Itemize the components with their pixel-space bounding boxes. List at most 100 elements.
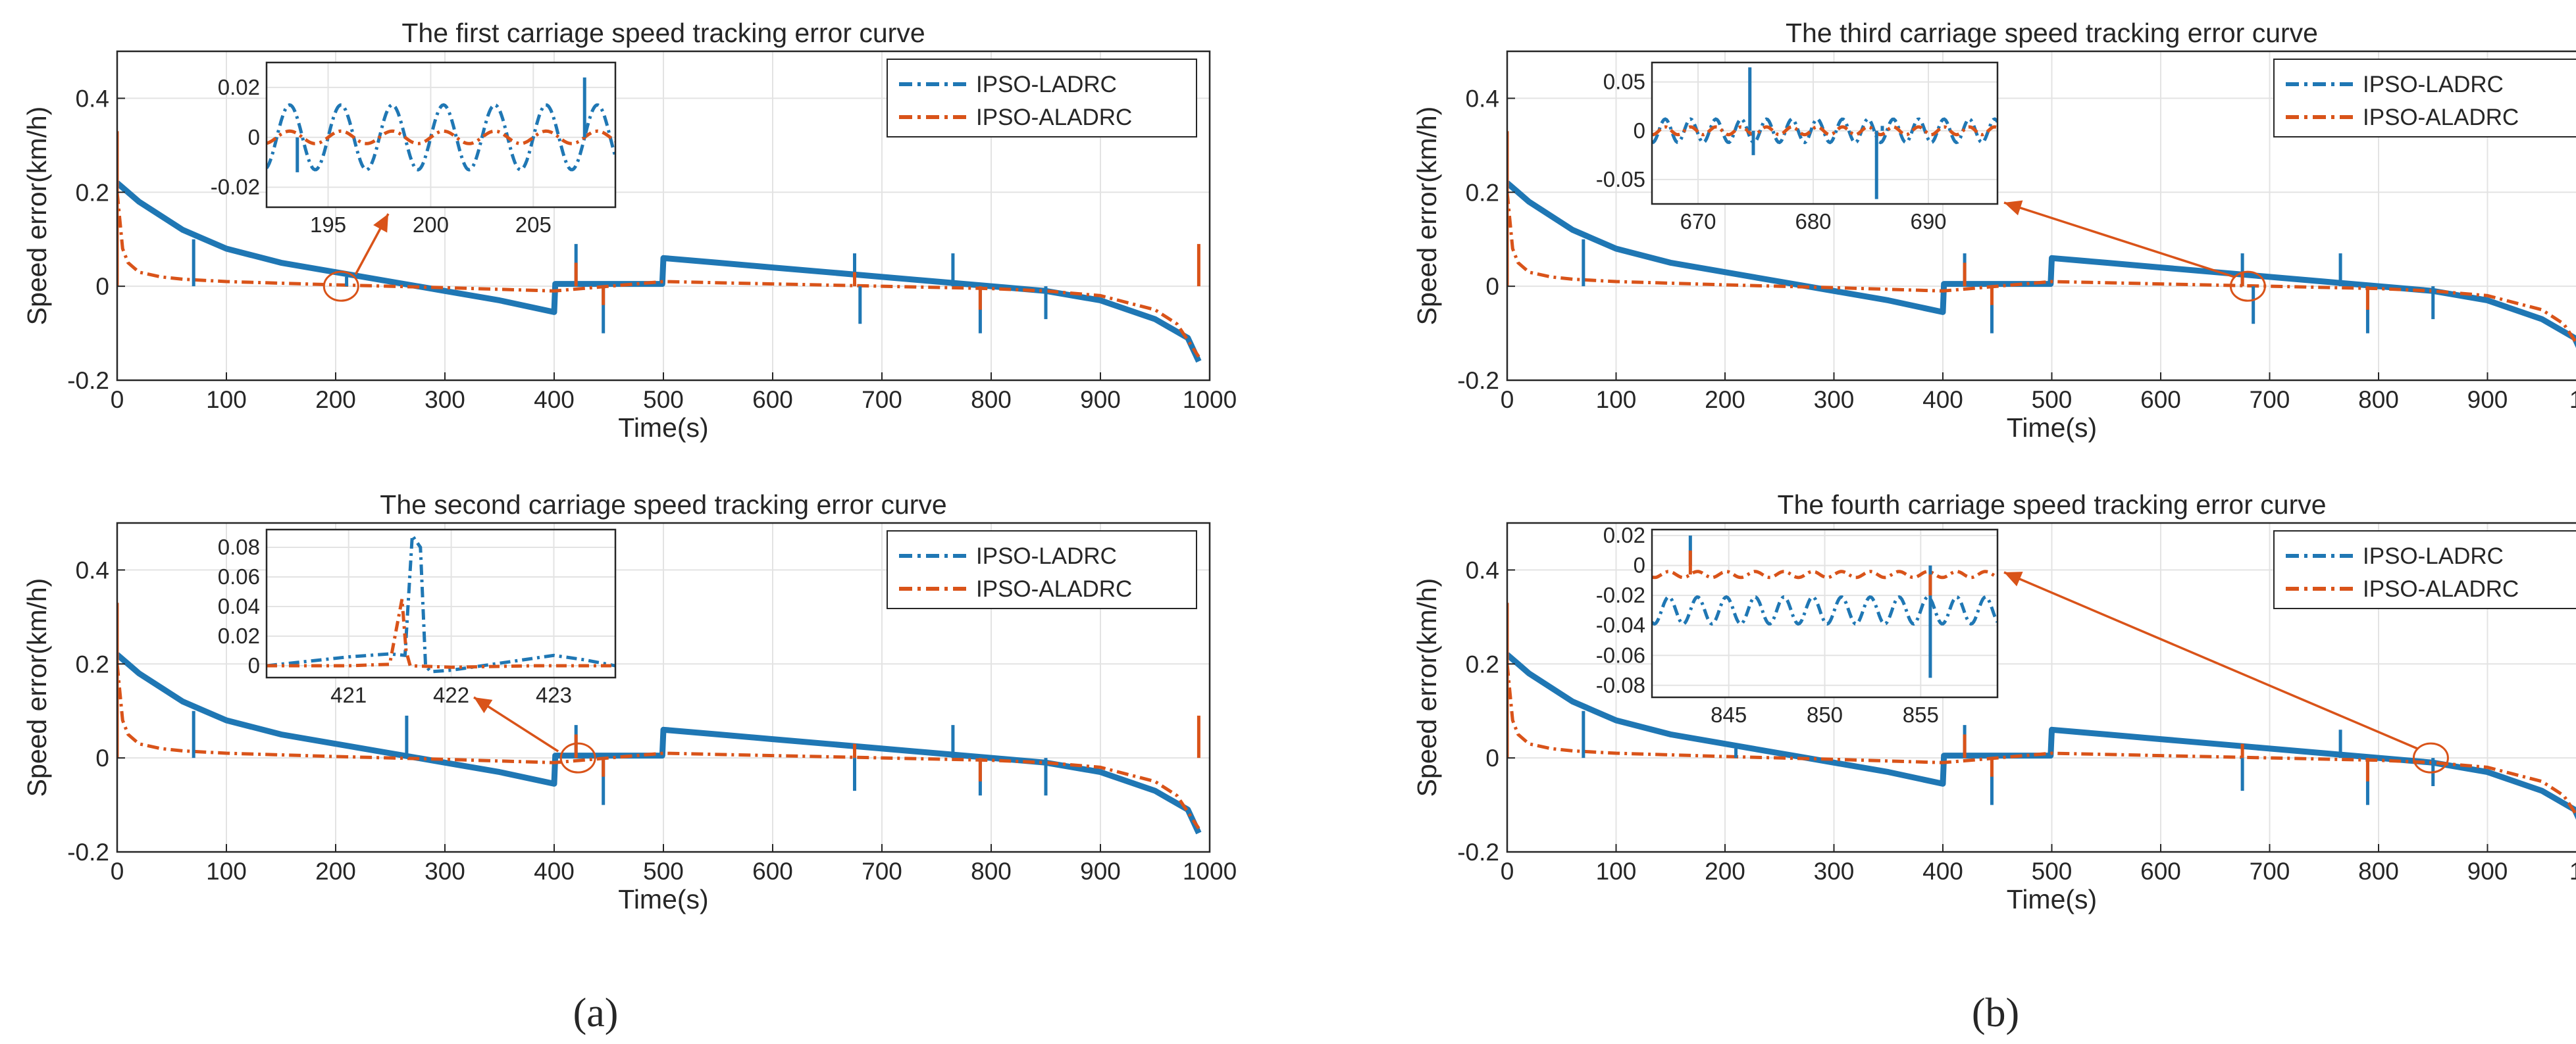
x-tick-label-7: 700 (2250, 858, 2290, 885)
x-tick-label-0: 0 (111, 858, 124, 885)
panel-label-a: (a) (573, 991, 619, 1035)
zoom-arrow-line (2003, 201, 2235, 278)
x-tick-label-0: 0 (1501, 386, 1514, 413)
x-tick-label-4: 400 (1922, 858, 1963, 885)
x-tick-label-7: 700 (862, 386, 902, 413)
series-ipso-ladrc-line (1507, 180, 2576, 348)
zoom-ellipse (2229, 270, 2266, 302)
zoom-ellipse (322, 270, 359, 302)
inset-background (267, 62, 615, 207)
x-tick-label-2: 200 (1705, 386, 1745, 413)
chart-title: The second carriage speed tracking error… (380, 489, 946, 520)
inset-ipso-ladrc-line (1652, 595, 1997, 626)
inset-x-tick-label-2: 205 (515, 212, 552, 237)
legend-box (2273, 530, 2576, 609)
chart-title: The third carriage speed tracking error … (1786, 18, 2318, 48)
inset-y-tick-label-1: 0.02 (218, 624, 260, 648)
inset: 845 850 855 -0.08 -0.06 -0.04 -0.02 0 0.02 (1596, 523, 1999, 727)
y-tick-label-0: -0.2 (1457, 367, 1499, 394)
y-tick-label-0: -0.2 (1457, 839, 1499, 866)
y-tick-label-3: 0.4 (1466, 557, 1499, 584)
inset-x-tick-label-1: 200 (413, 212, 449, 237)
x-axis-label: Time(s) (2007, 884, 2097, 914)
y-axis-label: Speed error(km/h) (1412, 107, 1442, 326)
inset: 195 200 205 -0.02 0 0.02 (211, 61, 617, 237)
x-tick-label-0: 0 (1501, 858, 1514, 885)
x-tick-label-4: 400 (534, 858, 575, 885)
legend: IPSO-LADRC IPSO-ALADRC (887, 59, 1197, 137)
chart-1: 0 100 200 300 400 500 600 700 800 900 1000-0.200.2… (22, 18, 1237, 443)
inset-ipso-aladrc-line (267, 599, 615, 669)
legend: IPSO-LADRC IPSO-ALADRC (2273, 530, 2576, 609)
inset: 670 680 690 -0.05 0 0.05 (1596, 61, 1999, 234)
inset-x-tick-label-0: 195 (310, 212, 346, 237)
x-tick-label-2: 200 (1705, 858, 1745, 885)
chart-title: The fourth carriage speed tracking error… (1777, 489, 2326, 520)
inset-y-tick-label-2: 0.04 (218, 594, 260, 618)
series-ipso-aladrc-line (1507, 664, 2576, 818)
y-tick-label-2: 0.2 (76, 179, 109, 206)
x-tick-label-10: 1000 (1183, 386, 1237, 413)
y-tick-label-3: 0.4 (1466, 85, 1499, 112)
inset-y-tick-label-4: 0.08 (218, 535, 260, 559)
legend-entry-0: IPSO-LADRC (2363, 72, 2504, 97)
inset-plot-area (267, 77, 615, 172)
x-tick-label-1: 100 (1596, 858, 1637, 885)
x-tick-label-7: 700 (2250, 386, 2290, 413)
legend: IPSO-LADRC IPSO-ALADRC (887, 530, 1197, 609)
inset-y-tick-label-3: 0.06 (218, 564, 260, 589)
x-tick-label-5: 500 (643, 858, 684, 885)
inset-x-tick-label-0: 670 (1680, 209, 1716, 234)
inset-y-tick-label-2: 0.05 (1603, 70, 1645, 94)
x-tick-label-8: 800 (2358, 386, 2399, 413)
x-tick-label-10: 1000 (2569, 386, 2576, 413)
x-tick-label-1: 100 (206, 858, 247, 885)
plot-area (1507, 131, 2576, 348)
legend-box (887, 59, 1197, 137)
inset-y-tick-label-2: 0.02 (218, 75, 260, 99)
legend-box (2273, 59, 2576, 137)
y-tick-label-2: 0.2 (1466, 179, 1499, 206)
inset-x-tick-label-0: 421 (330, 683, 367, 707)
inset: 421 422 423 0 0.02 0.04 0.06 0.08 (218, 528, 617, 707)
x-tick-label-9: 900 (2467, 858, 2508, 885)
x-tick-label-9: 900 (1080, 858, 1121, 885)
series-ipso-ladrc-line (117, 180, 1202, 363)
series-ipso-aladrc-line (1507, 192, 2576, 346)
chart-4: 01002003004005006007008009001000-0.200.2… (1412, 489, 2576, 914)
legend-entry-1: IPSO-ALADRC (976, 105, 1132, 130)
y-tick-label-1: 0 (95, 745, 109, 772)
y-tick-label-0: -0.2 (67, 367, 109, 394)
inset-plot-area (1652, 67, 1997, 199)
inset-ipso-ladrc-line (267, 530, 615, 674)
zoom-ellipse (559, 742, 596, 774)
legend-entry-1: IPSO-ALADRC (2363, 576, 2519, 602)
zoom-arrow-head (2004, 200, 2023, 216)
inset-x-tick-label-2: 690 (1910, 209, 1946, 234)
inset-y-tick-label-2: -0.04 (1596, 613, 1645, 637)
x-tick-label-10: 1000 (2569, 858, 2576, 885)
inset-plot-area (267, 530, 615, 674)
inset-frame (265, 528, 617, 679)
panel-label-b: (b) (1972, 991, 2019, 1035)
inset-y-tick-label-1: 0 (1634, 118, 1645, 143)
x-tick-label-3: 300 (1814, 386, 1855, 413)
inset-ipso-aladrc-line (267, 129, 615, 145)
zoom-arrow-head (2004, 572, 2023, 587)
zoom-arrow-head (474, 697, 493, 714)
inset-ipso-ladrc-line (267, 103, 615, 172)
y-tick-label-0: -0.2 (67, 839, 109, 866)
series-ipso-aladrc-line (117, 192, 1200, 358)
x-axis-label: Time(s) (2007, 412, 2097, 443)
y-tick-label-3: 0.4 (76, 557, 109, 584)
inset-frame (265, 61, 617, 209)
x-tick-label-9: 900 (2467, 386, 2508, 413)
inset-frame (1651, 528, 1999, 699)
inset-x-tick-label-1: 422 (433, 683, 469, 707)
inset-x-tick-label-0: 845 (1711, 703, 1747, 727)
series-ipso-aladrc-line (117, 664, 1200, 830)
x-tick-label-1: 100 (1596, 386, 1637, 413)
inset-background (267, 530, 615, 678)
y-tick-label-1: 0 (1485, 273, 1499, 300)
inset-y-tick-label-5: 0.02 (1603, 523, 1645, 547)
